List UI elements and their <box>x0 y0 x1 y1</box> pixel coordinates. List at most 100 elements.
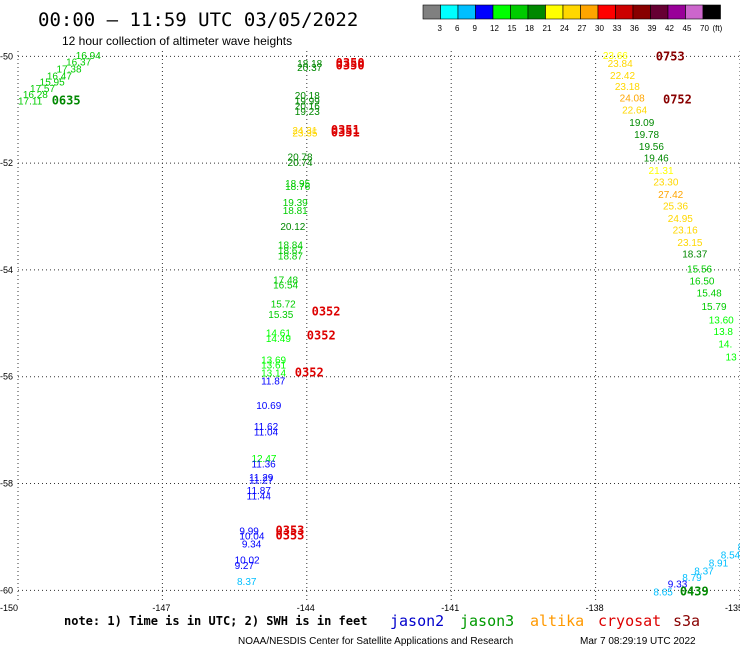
swh-value-label: 10.69 <box>256 401 281 412</box>
swh-value-label: 20.37 <box>297 63 322 74</box>
swh-value-label: 23.30 <box>653 178 678 189</box>
x-tick-label: -138 <box>586 603 604 613</box>
swh-value-label: 18.81 <box>283 206 308 217</box>
colorbar-tick-label: 27 <box>578 24 587 33</box>
swh-value-label: 16.28 <box>23 90 48 101</box>
swh-value-label: 15.35 <box>268 310 293 321</box>
colorbar-swatch <box>702 4 721 20</box>
colorbar-tick-label: 39 <box>648 24 657 33</box>
swh-value-label: 19.56 <box>639 142 664 153</box>
swh-value-label: 20.18 <box>295 91 320 102</box>
swh-value-label: 13.14 <box>261 369 286 380</box>
swh-value-label: 11.36 <box>251 460 276 471</box>
swh-value-label: 8.37 <box>237 577 257 588</box>
swh-value-label: 16.94 <box>76 51 101 62</box>
y-tick-label: -54 <box>0 265 13 275</box>
colorbar-swatch <box>475 4 494 20</box>
swh-value-label: 23.15 <box>677 238 702 249</box>
swh-value-label: 14. <box>718 339 732 350</box>
plot-area <box>18 51 740 601</box>
colorbar-tick-label: 21 <box>543 24 552 33</box>
swh-value-label: 15.95 <box>40 78 65 89</box>
pass-time-label: 0352 <box>295 366 324 380</box>
pass-time-label: 0350 <box>336 59 365 73</box>
pass-time-label: 0635 <box>52 93 81 107</box>
colorbar-tick-label: 3 <box>438 24 443 33</box>
swh-value-label: 23.16 <box>673 226 698 237</box>
colorbar-tick-label: 33 <box>613 24 622 33</box>
chart-title: 00:00 – 11:59 UTC 03/05/2022 <box>38 9 358 31</box>
swh-value-label: 24.95 <box>668 214 693 225</box>
swh-value-label: 19.23 <box>295 107 320 118</box>
swh-value-label: 27.42 <box>658 190 683 201</box>
legend-jason2: jason2 <box>390 612 444 630</box>
y-tick-label: -50 <box>0 51 13 61</box>
swh-value-label: 13 <box>726 353 738 364</box>
colorbar-swatch <box>632 4 651 20</box>
legend-jason3: jason3 <box>460 612 514 630</box>
pass-time-label: 0350 <box>336 56 365 70</box>
colorbar-unit: (ft) <box>713 24 723 33</box>
colorbar-tick-label: 18 <box>525 24 534 33</box>
colorbar-swatch <box>422 4 441 20</box>
x-tick-label: -135 <box>725 603 740 613</box>
x-tick-label: -144 <box>297 603 315 613</box>
colorbar-swatch <box>580 4 599 20</box>
pass-time-label: 0352 <box>312 304 341 318</box>
colorbar-swatch <box>597 4 616 20</box>
swh-value-label: 8.91 <box>709 558 729 569</box>
swh-value-label: 13.8 <box>714 327 734 338</box>
footer-credit: NOAA/NESDIS Center for Satellite Applica… <box>238 636 513 647</box>
y-tick-label: -52 <box>0 158 13 168</box>
swh-value-label: 9.99 <box>239 526 259 537</box>
swh-value-label: 24.31 <box>292 126 317 137</box>
swh-value-label: 25.36 <box>663 202 688 213</box>
swh-value-label: 10.02 <box>235 556 260 567</box>
swh-value-label: 18.76 <box>285 182 310 193</box>
swh-value-label: 13.60 <box>709 315 734 326</box>
swh-value-label: 18.37 <box>682 250 707 261</box>
colorbar-tick-label: 36 <box>630 24 639 33</box>
swh-value-label: 15.79 <box>701 302 726 313</box>
swh-value-label: 16.54 <box>273 281 298 292</box>
swh-value-label: 18.87 <box>278 251 303 262</box>
colorbar-swatch <box>615 4 634 20</box>
colorbar-swatch <box>510 4 529 20</box>
swh-value-label: 18.95 <box>285 179 310 190</box>
swh-value-label: 9.33 <box>668 580 688 591</box>
swh-value-label: 22.64 <box>622 105 647 116</box>
swh-value-label: 11.62 <box>254 422 279 433</box>
swh-value-label: 17.48 <box>273 275 298 286</box>
pass-time-labels: 0635035003500351035103520352035203530353… <box>52 50 709 599</box>
y-tick-label: -60 <box>0 585 13 595</box>
swh-value-label: 19.78 <box>634 130 659 141</box>
colorbar: 3 6 9 12 15 18 21 24 27 30 33 36 39 42 45 70 (ft) <box>422 4 723 33</box>
colorbar-tick-label: 6 <box>455 24 460 33</box>
swh-value-label: 15.72 <box>271 299 296 310</box>
swh-value-label: 16.50 <box>689 276 714 287</box>
swh-value-label: 12.47 <box>251 454 276 465</box>
grid-lines <box>17 51 740 601</box>
colorbar-tick-label: 45 <box>683 24 692 33</box>
pass-time-label: 0351 <box>331 125 360 139</box>
swh-value-label: 17.57 <box>30 84 55 95</box>
swh-value-label: 17.38 <box>57 64 82 75</box>
legend-s3a: s3a <box>673 612 700 630</box>
swh-value-label: 8.65 <box>653 588 673 599</box>
swh-value-label: 14.49 <box>266 334 291 345</box>
swh-value-label: 11.87 <box>247 486 272 497</box>
swh-value-label: 22.42 <box>610 71 635 82</box>
swh-value-label: 19.09 <box>629 118 654 129</box>
swh-value-label: 8.7 <box>738 542 740 553</box>
swh-value-label: 13.61 <box>261 361 286 372</box>
colorbar-tick-label: 42 <box>665 24 674 33</box>
swh-value-label: 19.99 <box>295 96 320 107</box>
swh-value-label: 20.12 <box>280 222 305 233</box>
colorbar-tick-label: 9 <box>473 24 478 33</box>
x-tick-label: -150 <box>0 603 18 613</box>
colorbar-swatch <box>440 4 459 20</box>
x-tick-label: -147 <box>152 603 170 613</box>
swh-value-label: 11.27 <box>249 476 274 487</box>
swh-value-label: 8.54 <box>721 550 740 561</box>
swh-value-label: 23.18 <box>615 82 640 93</box>
